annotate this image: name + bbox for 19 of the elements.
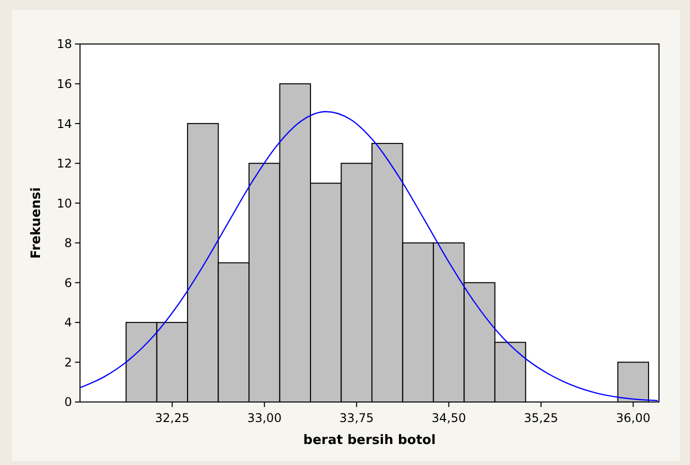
x-tick-label: 32,25 (155, 411, 190, 425)
y-tick-label: 18 (56, 37, 72, 52)
line-series (79, 111, 658, 402)
y-axis-title: Frekuensi (29, 187, 44, 259)
y-tick-label: 0 (64, 395, 72, 410)
x-tick-label: 34,50 (432, 411, 466, 425)
x-tick-label: 33,00 (247, 411, 282, 425)
x-tick-label: 35,25 (524, 411, 558, 425)
y-tick-label: 14 (56, 116, 72, 131)
y-tick-label: 8 (64, 236, 72, 250)
x-axis-title: berat bersih botol (303, 433, 436, 448)
y-tick-label: 4 (64, 316, 72, 330)
y-tick-label: 12 (56, 156, 72, 171)
y-tick-label: 10 (56, 196, 72, 210)
y-tick-label: 2 (64, 355, 72, 370)
x-tick-label: 33,75 (339, 411, 374, 425)
x-tick-label: 36,00 (616, 411, 650, 425)
y-tick-label: 16 (56, 76, 72, 91)
y-tick-label: 6 (64, 276, 72, 290)
